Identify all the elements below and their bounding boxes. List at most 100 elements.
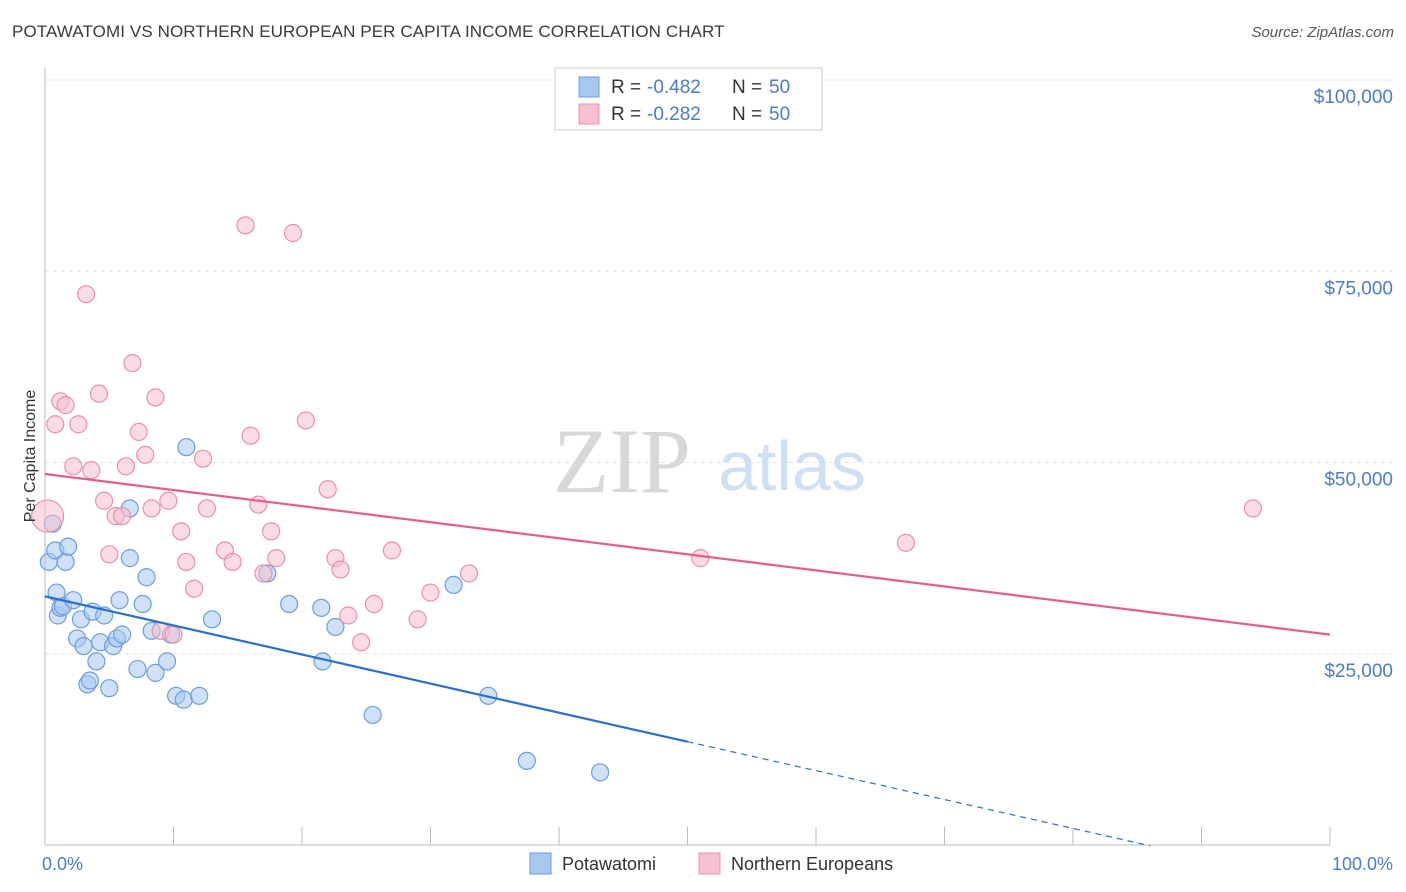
northern-european-point bbox=[267, 549, 286, 568]
northern-european-point bbox=[56, 396, 75, 415]
potawatomi-point bbox=[120, 549, 139, 568]
y-tick-label: $25,000 bbox=[1324, 661, 1393, 682]
northern-european-point bbox=[46, 415, 65, 434]
northern-european-point bbox=[459, 564, 479, 583]
potawatomi-point bbox=[280, 594, 299, 614]
northern-european-point bbox=[262, 522, 281, 541]
axes bbox=[44, 68, 1331, 846]
trend-lines bbox=[44, 472, 1331, 847]
potawatomi-point bbox=[312, 598, 331, 617]
chart-source: Source: ZipAtlas.com bbox=[1251, 24, 1394, 41]
potawatomi-point bbox=[177, 438, 196, 457]
chart-title: POTAWATOMI VS NORTHERN EUROPEAN PER CAPI… bbox=[12, 22, 725, 41]
northern-european-point bbox=[318, 480, 337, 499]
northern-european-point bbox=[64, 457, 83, 476]
potawatomi-point bbox=[128, 659, 147, 679]
legend-n-value: 50 bbox=[769, 104, 790, 125]
northern-european-point bbox=[223, 552, 242, 572]
y-tick-labels: $25,000 $50,000 $75,000 $100,000 bbox=[1314, 87, 1393, 682]
northern-european-point bbox=[331, 560, 350, 579]
northern-european-point bbox=[408, 610, 427, 629]
northern-european-point bbox=[241, 426, 260, 445]
legend-swatch bbox=[529, 852, 552, 875]
northern-european-point bbox=[364, 594, 384, 614]
northern-european-point bbox=[382, 541, 402, 560]
northern-european-point bbox=[164, 625, 183, 644]
northern-european-point bbox=[123, 353, 142, 373]
y-tick-label: $50,000 bbox=[1324, 470, 1393, 491]
potawatomi-point bbox=[157, 652, 177, 671]
legend-swatch bbox=[698, 852, 721, 875]
legend-series-label: Northern Europeans bbox=[731, 854, 893, 874]
northern-european-point bbox=[129, 422, 148, 441]
potawatomi-trend-line bbox=[44, 595, 688, 743]
y-tick-label: $100,000 bbox=[1314, 87, 1393, 108]
x-tick-label: 100.0% bbox=[1332, 854, 1393, 874]
northern-european-point bbox=[30, 499, 65, 533]
northern-european-point bbox=[82, 461, 101, 480]
northern-european-trend-line bbox=[44, 472, 1331, 636]
x-tick-labels: 0.0% 100.0% bbox=[42, 854, 1393, 874]
y-tick-label: $75,000 bbox=[1324, 278, 1393, 299]
northern-european-point bbox=[136, 445, 155, 464]
potawatomi-point bbox=[202, 610, 222, 629]
northern-european-point bbox=[95, 491, 114, 510]
potawatomi-point bbox=[591, 763, 610, 782]
potawatomi-point bbox=[100, 679, 119, 698]
northern-european-point bbox=[283, 223, 303, 243]
y-axis-label: Per Capita Income bbox=[22, 390, 39, 523]
northern-european-point bbox=[112, 506, 132, 526]
potawatomi-point bbox=[137, 568, 156, 587]
northern-european-point bbox=[177, 552, 196, 572]
grid-lines bbox=[45, 79, 1395, 655]
potawatomi-point bbox=[87, 652, 106, 671]
potawatomi-point bbox=[110, 591, 129, 610]
legend-r-label: R = bbox=[611, 77, 641, 98]
legend-n-value: 50 bbox=[769, 77, 790, 98]
potawatomi-point bbox=[363, 705, 382, 725]
northern-european-point bbox=[236, 216, 255, 235]
northern-european-point bbox=[249, 495, 268, 514]
legend-n-label: N = bbox=[732, 104, 762, 125]
legend-series-label: Potawatomi bbox=[562, 854, 656, 874]
northern-european-point bbox=[1243, 499, 1263, 518]
northern-european-point bbox=[69, 415, 88, 434]
northern-european-point bbox=[254, 564, 273, 583]
northern-european-point bbox=[896, 533, 916, 552]
legend-r-value: -0.482 bbox=[647, 77, 701, 98]
legend-r-value: -0.282 bbox=[647, 104, 701, 125]
potawatomi-point bbox=[112, 625, 132, 644]
data-points bbox=[30, 216, 1263, 782]
potawatomi-point bbox=[326, 617, 345, 637]
legend-bottom: Potawatomi Northern Europeans bbox=[529, 852, 893, 875]
potawatomi-point bbox=[80, 671, 100, 690]
northern-european-point bbox=[89, 384, 109, 403]
legend-top: R = -0.482 N = 50 R = -0.282 N = 50 bbox=[554, 67, 823, 131]
potawatomi-point bbox=[64, 591, 83, 610]
northern-european-point bbox=[193, 449, 213, 468]
potawatomi-point bbox=[56, 552, 75, 572]
legend-swatch bbox=[578, 103, 600, 125]
potawatomi-point bbox=[146, 663, 165, 682]
potawatomi-trend-extension bbox=[687, 741, 1151, 847]
northern-european-point bbox=[184, 579, 204, 598]
potawatomi-point bbox=[444, 575, 463, 595]
watermark-atlas: atlas bbox=[718, 427, 866, 505]
potawatomi-point bbox=[59, 537, 78, 556]
northern-european-point bbox=[352, 633, 371, 652]
northern-european-point bbox=[197, 499, 217, 518]
legend-n-label: N = bbox=[732, 77, 762, 98]
northern-european-point bbox=[146, 388, 165, 407]
legend-r-label: R = bbox=[611, 104, 641, 125]
northern-european-point bbox=[77, 285, 96, 304]
watermark: ZIP atlas bbox=[553, 410, 866, 512]
northern-european-point bbox=[116, 457, 136, 476]
northern-european-point bbox=[339, 606, 358, 625]
northern-european-point bbox=[691, 549, 710, 568]
potawatomi-point bbox=[133, 594, 152, 614]
northern-european-point bbox=[159, 491, 178, 510]
watermark-zip: ZIP bbox=[553, 410, 691, 512]
northern-european-point bbox=[142, 499, 161, 518]
potawatomi-point bbox=[74, 636, 93, 656]
